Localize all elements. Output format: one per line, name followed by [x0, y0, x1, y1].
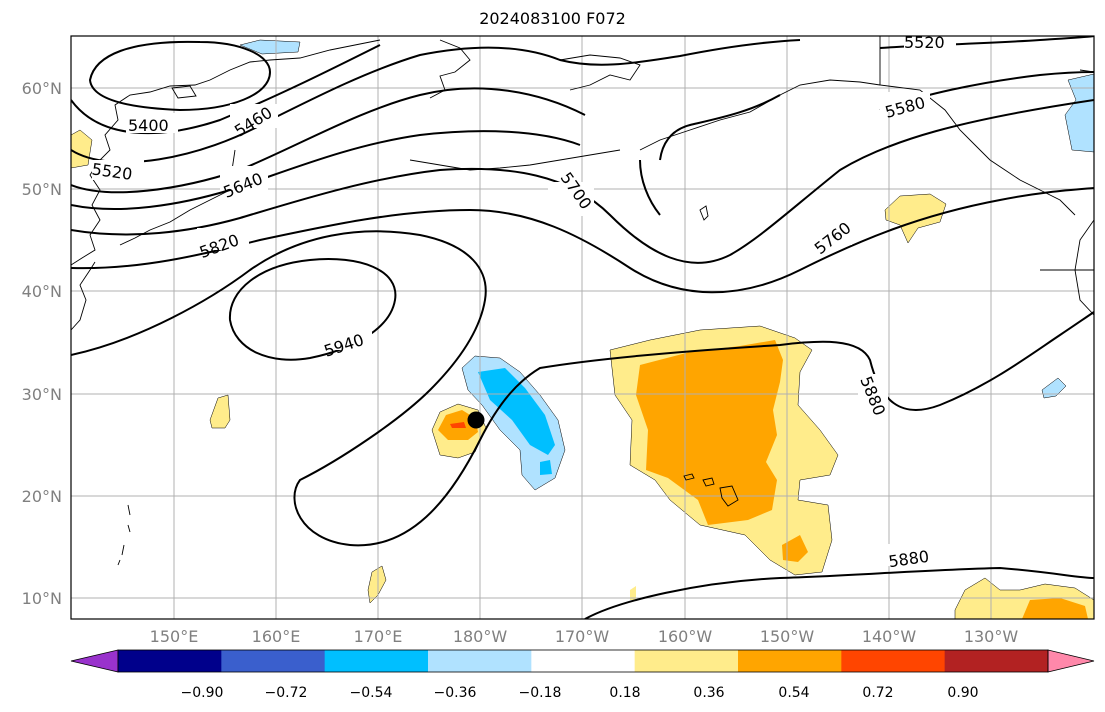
storm-anomaly-max [450, 422, 466, 428]
lon-label: 150°W [760, 627, 815, 646]
contour-5460 [71, 44, 381, 135]
colorbar-tick-label: 0.54 [778, 685, 809, 701]
contour-5400 [88, 40, 272, 112]
colorbar-extend-high [1047, 649, 1095, 673]
graticule [71, 36, 1094, 619]
small-anomaly-core [1022, 598, 1088, 619]
contour-label: 5400 [128, 116, 169, 135]
lon-label: 150°E [150, 627, 199, 646]
lat-label: 60°N [22, 79, 62, 98]
lon-label: 160°E [252, 627, 301, 646]
small-anomaly-blob [884, 193, 947, 244]
small-anomaly-blob [367, 565, 387, 604]
colorbar-tick-label: −0.36 [434, 685, 477, 701]
storm-center-marker [467, 411, 485, 429]
positive-anomaly-core [636, 340, 783, 525]
colorbar-tick-label: 0.36 [693, 685, 724, 701]
lat-label: 50°N [22, 180, 62, 199]
small-anomaly-blob [630, 586, 636, 600]
colorbar-segment [428, 650, 532, 672]
lat-label: 10°N [22, 589, 62, 608]
colorbar-tick-label: 0.72 [862, 685, 893, 701]
small-anomaly-blob [71, 129, 93, 169]
negative-anomaly-small [540, 460, 552, 475]
colorbar-extend-low [70, 649, 119, 673]
contour-label: 5520 [904, 33, 945, 52]
small-negative-blob [239, 39, 301, 55]
colorbar-segment [841, 650, 946, 672]
lon-label: 180°W [453, 627, 508, 646]
map-title: 2024083100 F072 [479, 9, 626, 28]
contour-5700 [71, 99, 1094, 264]
contour-5880-south [584, 566, 1094, 619]
colorbar-segment [944, 650, 1049, 672]
lat-label: 20°N [22, 487, 62, 506]
contour-5940 [228, 258, 397, 361]
contour-5580 [71, 87, 586, 194]
colorbar-segment [221, 650, 326, 672]
colorbar-tick-label: −0.18 [519, 685, 562, 701]
colorbar-tick-label: 0.90 [947, 685, 978, 701]
colorbar-segment [531, 650, 636, 672]
lat-label: 40°N [22, 282, 62, 301]
map-frame [70, 35, 1095, 620]
height-contours [71, 36, 1094, 619]
small-negative-blob [1064, 73, 1094, 153]
anomaly-shading [71, 39, 1094, 619]
colorbar-frame [117, 649, 1049, 673]
positive-anomaly-small [782, 535, 808, 562]
negative-anomaly-core [478, 368, 555, 455]
contour-5820 [71, 230, 1094, 547]
lon-label: 160°W [658, 627, 713, 646]
colorbar-tick-label: −0.90 [181, 685, 224, 701]
lon-label: 130°W [964, 627, 1019, 646]
contour-5640 [71, 130, 581, 210]
lon-label: 170°E [354, 627, 403, 646]
colorbar-segment [634, 650, 739, 672]
contour-5520 [71, 39, 801, 164]
contour-labels: 5520 5400 5460 5520 5640 5820 5700 5580 … [91, 30, 956, 571]
longitude-labels: 150°E 160°E 170°E 180°W 170°W 160°W 150°… [150, 627, 1019, 646]
lon-label: 170°W [555, 627, 610, 646]
contour-5760 [71, 187, 1094, 294]
colorbar-segment [118, 650, 222, 672]
lon-label: 140°W [862, 627, 917, 646]
lat-label: 30°N [22, 385, 62, 404]
colorbar-tick-label: 0.18 [609, 685, 640, 701]
colorbar-tick-label: −0.54 [350, 685, 393, 701]
colorbar-tick-labels: −0.90 −0.72 −0.54 −0.36 −0.18 0.18 0.36 … [181, 685, 979, 701]
colorbar-segment [324, 650, 429, 672]
colorbar-tick-label: −0.72 [265, 685, 308, 701]
colorbar-segment [738, 650, 842, 672]
colorbar [70, 649, 1095, 673]
small-negative-blob [1041, 377, 1067, 399]
latitude-labels: 60°N 50°N 40°N 30°N 20°N 10°N [22, 79, 62, 608]
small-anomaly-blob [209, 394, 231, 429]
